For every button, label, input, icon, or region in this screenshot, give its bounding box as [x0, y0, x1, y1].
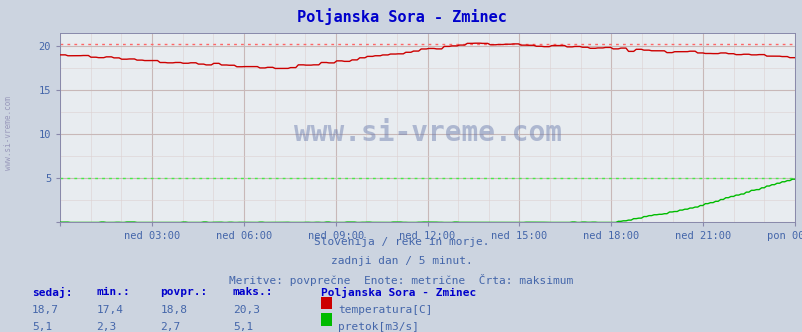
Text: sedaj:: sedaj:: [32, 287, 72, 298]
Text: 20,3: 20,3: [233, 305, 260, 315]
Text: min.:: min.:: [96, 287, 130, 297]
Text: 17,4: 17,4: [96, 305, 124, 315]
Text: 18,7: 18,7: [32, 305, 59, 315]
Text: 2,3: 2,3: [96, 322, 116, 332]
Text: povpr.:: povpr.:: [160, 287, 208, 297]
Text: pretok[m3/s]: pretok[m3/s]: [338, 322, 419, 332]
Text: temperatura[C]: temperatura[C]: [338, 305, 432, 315]
Text: 18,8: 18,8: [160, 305, 188, 315]
Text: Poljanska Sora - Zminec: Poljanska Sora - Zminec: [296, 8, 506, 25]
Text: Slovenija / reke in morje.: Slovenija / reke in morje.: [314, 237, 488, 247]
Text: Meritve: povprečne  Enote: metrične  Črta: maksimum: Meritve: povprečne Enote: metrične Črta:…: [229, 274, 573, 286]
Text: Poljanska Sora - Zminec: Poljanska Sora - Zminec: [321, 287, 476, 298]
Text: maks.:: maks.:: [233, 287, 273, 297]
Text: 5,1: 5,1: [32, 322, 52, 332]
Text: 5,1: 5,1: [233, 322, 253, 332]
Text: www.si-vreme.com: www.si-vreme.com: [3, 96, 13, 170]
Text: zadnji dan / 5 minut.: zadnji dan / 5 minut.: [330, 256, 472, 266]
Text: 2,7: 2,7: [160, 322, 180, 332]
Text: www.si-vreme.com: www.si-vreme.com: [294, 120, 561, 147]
